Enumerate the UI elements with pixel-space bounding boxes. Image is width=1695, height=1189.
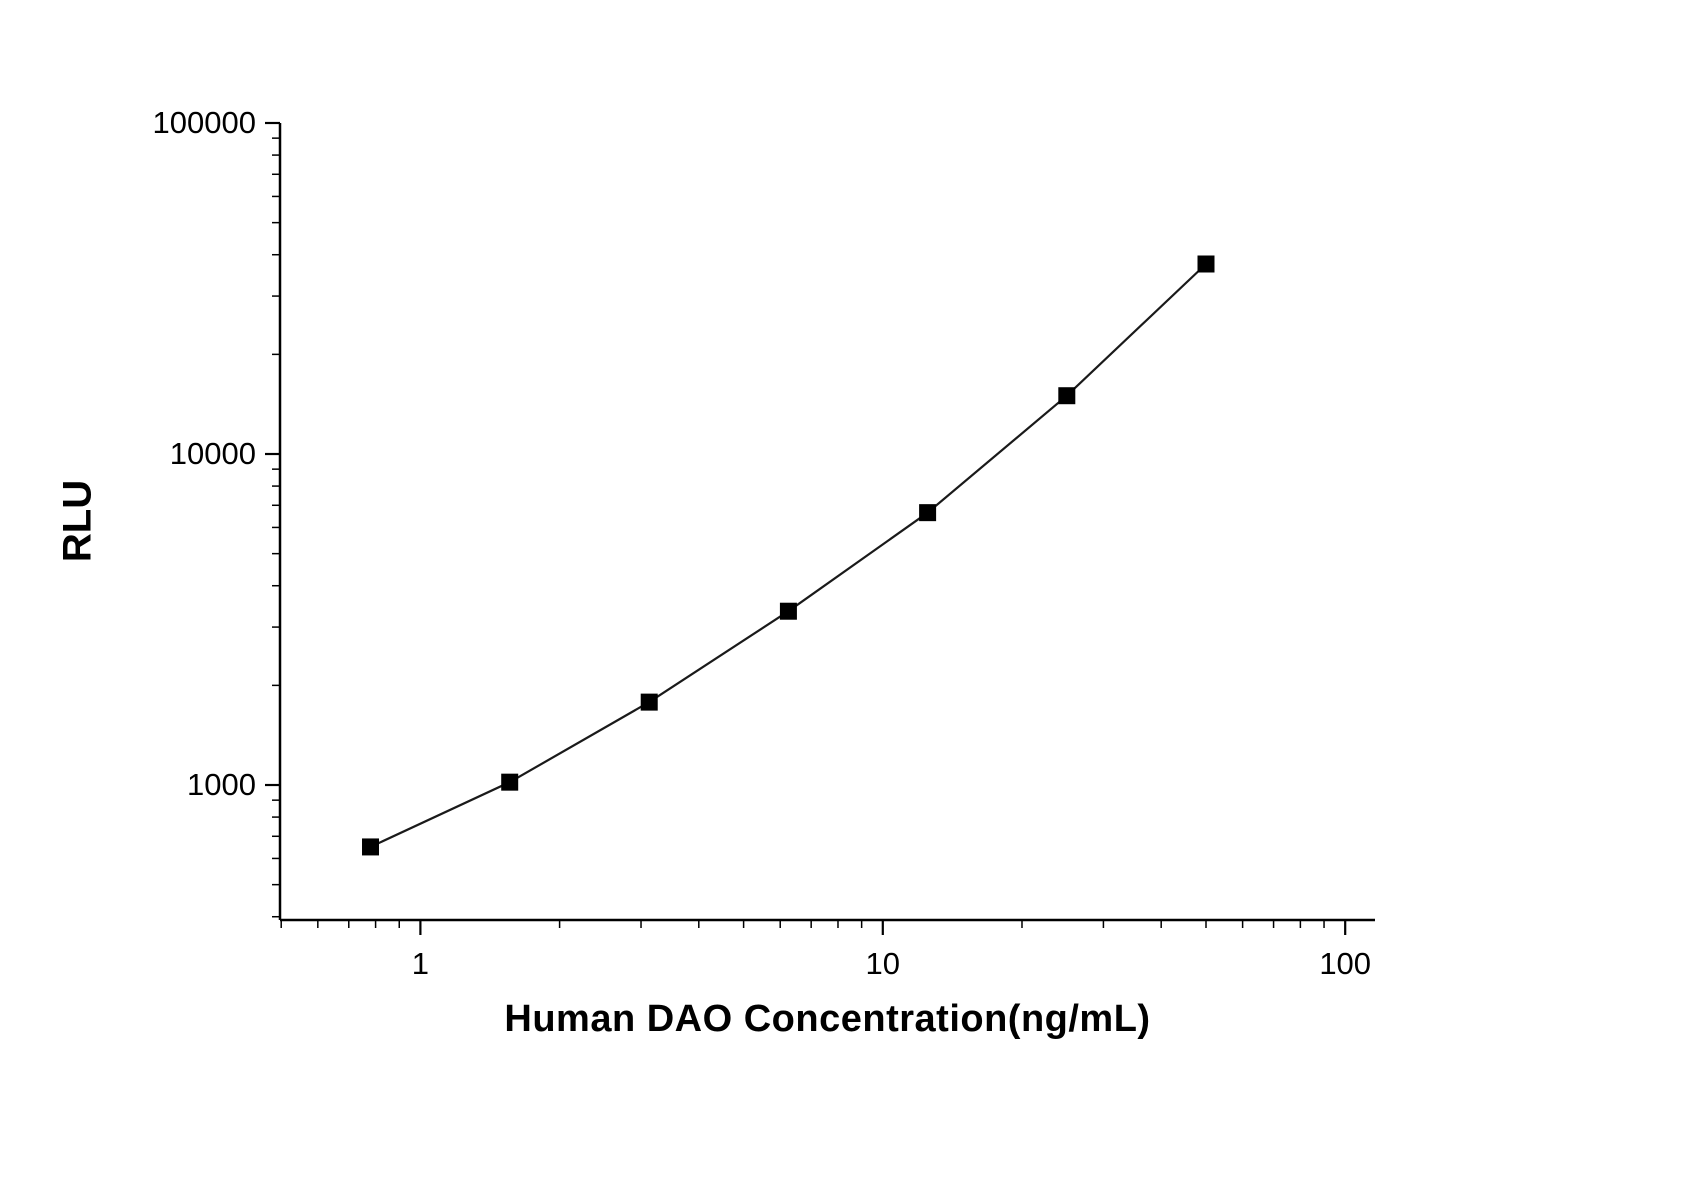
data-point-marker [501,773,519,791]
y-tick-label: 100000 [153,105,256,140]
x-tick-label: 1 [412,946,429,981]
x-tick-label: 10 [866,946,900,981]
data-point-marker [779,602,797,620]
x-axis-title: Human DAO Concentration(ng/mL) [504,998,1151,1040]
data-point-marker [640,693,658,711]
y-tick-label: 10000 [170,436,256,471]
data-point-marker [1197,255,1215,273]
data-point-marker [919,504,937,522]
data-point-marker [1058,387,1076,405]
x-tick-label: 100 [1319,946,1371,981]
data-point-marker [362,838,380,856]
y-axis-title: RLU [55,479,100,563]
y-tick-label: 1000 [187,767,256,802]
series-line [370,263,1207,848]
